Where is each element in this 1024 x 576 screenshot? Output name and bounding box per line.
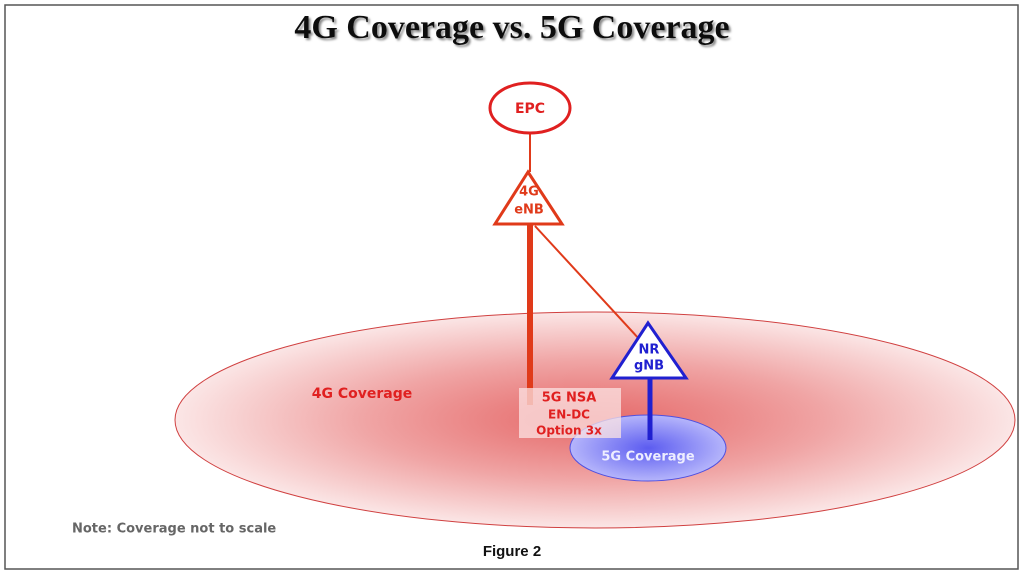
node-gnb <box>609 320 689 380</box>
area-label: 5G Coverage <box>601 450 694 465</box>
title: 4G Coverage vs. 5G Coverage <box>294 9 729 46</box>
node-label: eNB <box>514 203 544 218</box>
area-label: 4G Coverage <box>312 386 413 402</box>
node-label: 4G <box>519 185 539 200</box>
mode-label: Option 3x <box>536 424 602 438</box>
link <box>534 225 641 341</box>
node-epc <box>488 81 572 135</box>
node-enb <box>492 169 565 226</box>
mode-label: 5G NSA <box>542 391 597 406</box>
caption: Figure 2 <box>483 543 541 560</box>
node-label: gNB <box>634 359 664 374</box>
node-label: EPC <box>515 101 545 117</box>
mode-label: EN-DC <box>548 408 590 422</box>
mode-box <box>519 388 621 438</box>
note: Note: Coverage not to scale <box>72 522 276 537</box>
node-label: NR <box>639 343 660 358</box>
